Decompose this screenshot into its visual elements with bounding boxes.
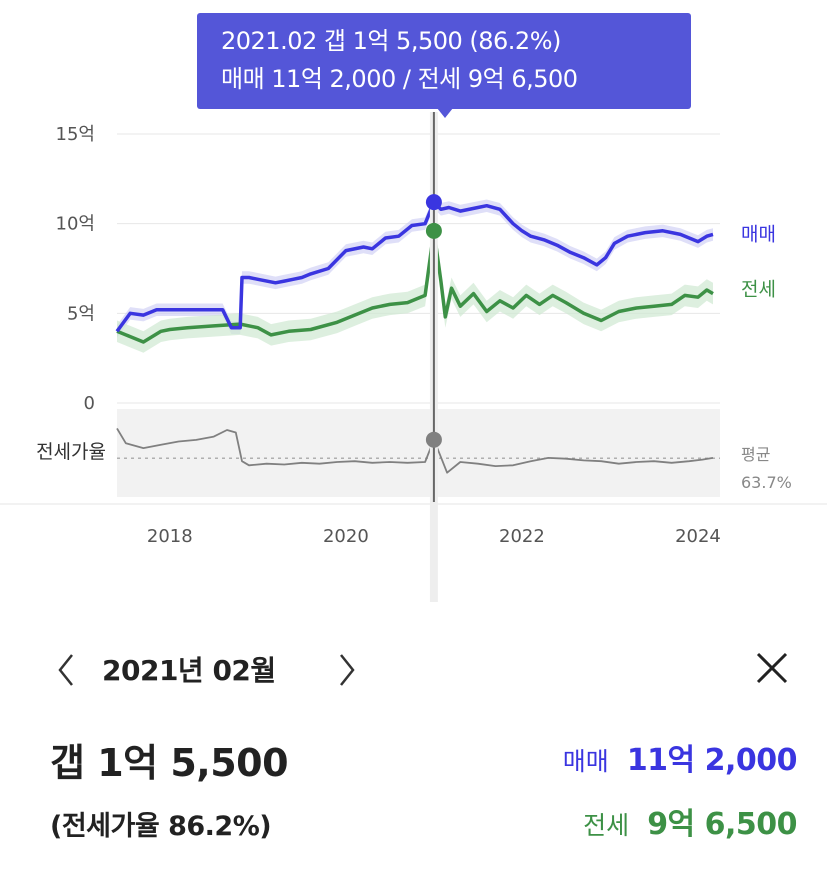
- cursor-group[interactable]: [425, 112, 442, 602]
- sale-value: 11억 2,000: [626, 743, 798, 778]
- detail-panel: 2021년 02월 갭 1억 5,500 (전세가율 86.2%) 매매 11억…: [0, 632, 827, 877]
- tooltip: 2021.02 갭 1억 5,500 (86.2%) 매매 11억 2,000 …: [197, 13, 691, 109]
- period-label: 2021년 02월: [102, 654, 276, 687]
- ratio-panel-label: 전세가율: [36, 441, 106, 463]
- ratio-line: [116, 427, 714, 474]
- sale-line: [115, 200, 714, 333]
- chart-grid: [117, 133, 720, 404]
- jeonse-line: [116, 229, 714, 344]
- y-tick-label: 15억: [56, 124, 95, 145]
- x-tick-label: 2024: [675, 526, 721, 547]
- sale-label: 매매: [562, 747, 609, 776]
- y-tick-label: 10억: [56, 214, 95, 235]
- tooltip-arrow: [437, 108, 453, 118]
- ratio-average-label-top: 평균: [741, 445, 770, 464]
- ratio-highlight-point: [425, 431, 442, 448]
- jeonse-label: 전세: [583, 811, 630, 840]
- x-tick-label: 2020: [323, 526, 369, 547]
- close-button[interactable]: [752, 648, 792, 688]
- next-month-button[interactable]: [333, 647, 361, 693]
- x-tick-label: 2018: [147, 526, 193, 547]
- jeonse-highlight-point: [425, 222, 442, 239]
- sale-series-label: 매매: [741, 223, 776, 245]
- jeonse-value: 9억 6,500: [647, 807, 797, 842]
- prev-month-button[interactable]: [52, 647, 80, 693]
- y-tick-label: 0: [84, 393, 95, 414]
- sale-row: 매매 11억 2,000: [562, 735, 798, 779]
- range-bands: [117, 195, 713, 353]
- gap-amount: 갭 1억 5,500: [50, 741, 289, 785]
- tooltip-line1: 2021.02 갭 1억 5,500 (86.2%): [221, 27, 561, 55]
- jeonse-row: 전세 9억 6,500: [583, 799, 797, 843]
- series-group: [115, 200, 714, 474]
- x-tick-label: 2022: [499, 526, 545, 547]
- close-icon: [756, 652, 788, 684]
- sale-highlight-point: [425, 194, 442, 211]
- ratio-panel-bg: [117, 409, 720, 497]
- ratio-average-label-bottom: 63.7%: [741, 473, 792, 492]
- tooltip-line2: 매매 11억 2,000 / 전세 9억 6,500: [221, 65, 578, 93]
- chevron-right-icon: [340, 654, 355, 686]
- jeonse-ratio: (전세가율 86.2%): [50, 811, 272, 842]
- jeonse-series-label: 전세: [741, 279, 776, 301]
- y-tick-label: 5억: [67, 303, 95, 324]
- chevron-left-icon: [58, 654, 73, 686]
